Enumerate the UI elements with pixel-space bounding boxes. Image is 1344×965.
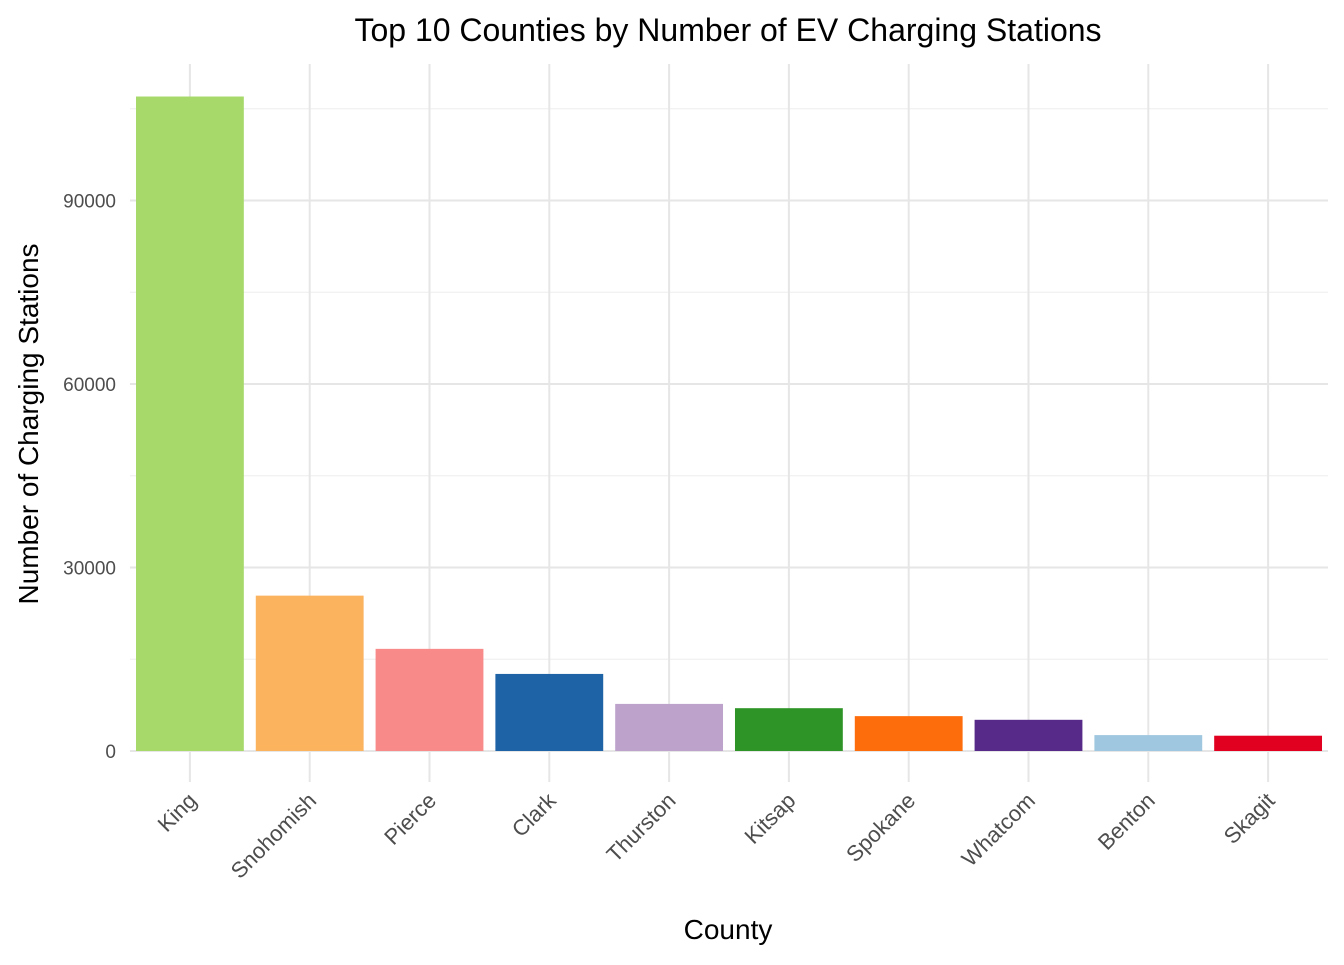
bar-clark bbox=[495, 673, 604, 751]
x-tick-label: Clark bbox=[507, 787, 562, 842]
y-tick-label: 60000 bbox=[63, 375, 116, 396]
x-tick-label: Skagit bbox=[1219, 788, 1280, 849]
chart-title: Top 10 Counties by Number of EV Charging… bbox=[354, 12, 1101, 48]
x-tick-label: Spokane bbox=[841, 788, 920, 867]
gridlines bbox=[130, 64, 1328, 782]
x-tick-label: Benton bbox=[1093, 788, 1160, 855]
x-tick-label: King bbox=[153, 788, 202, 837]
bars bbox=[135, 96, 1323, 752]
x-tick-label: Snohomish bbox=[226, 788, 322, 884]
bar-spokane bbox=[854, 716, 963, 751]
bar-skagit bbox=[1214, 735, 1323, 751]
x-axis-title: County bbox=[684, 914, 773, 945]
y-axis-ticks: 0 30000 60000 90000 bbox=[63, 192, 116, 764]
bar-kitsap bbox=[734, 708, 843, 751]
bar-snohomish bbox=[255, 595, 364, 751]
y-tick-label: 30000 bbox=[63, 559, 116, 580]
x-tick-label: Pierce bbox=[379, 788, 441, 850]
bar-pierce bbox=[375, 648, 484, 751]
x-tick-label: Kitsap bbox=[740, 788, 801, 849]
y-axis-title: Number of Charging Stations bbox=[13, 243, 44, 604]
bar-whatcom bbox=[974, 719, 1083, 751]
x-tick-label: Whatcom bbox=[957, 788, 1040, 871]
bar-thurston bbox=[615, 703, 724, 751]
x-tick-label: Thurston bbox=[602, 788, 681, 867]
y-tick-label: 90000 bbox=[63, 192, 116, 213]
x-axis-ticks: King Snohomish Pierce Clark Thurston Kitsap Sp… bbox=[153, 787, 1280, 883]
bar-king bbox=[135, 96, 244, 752]
bar-benton bbox=[1094, 735, 1203, 751]
y-tick-label: 0 bbox=[105, 742, 116, 763]
